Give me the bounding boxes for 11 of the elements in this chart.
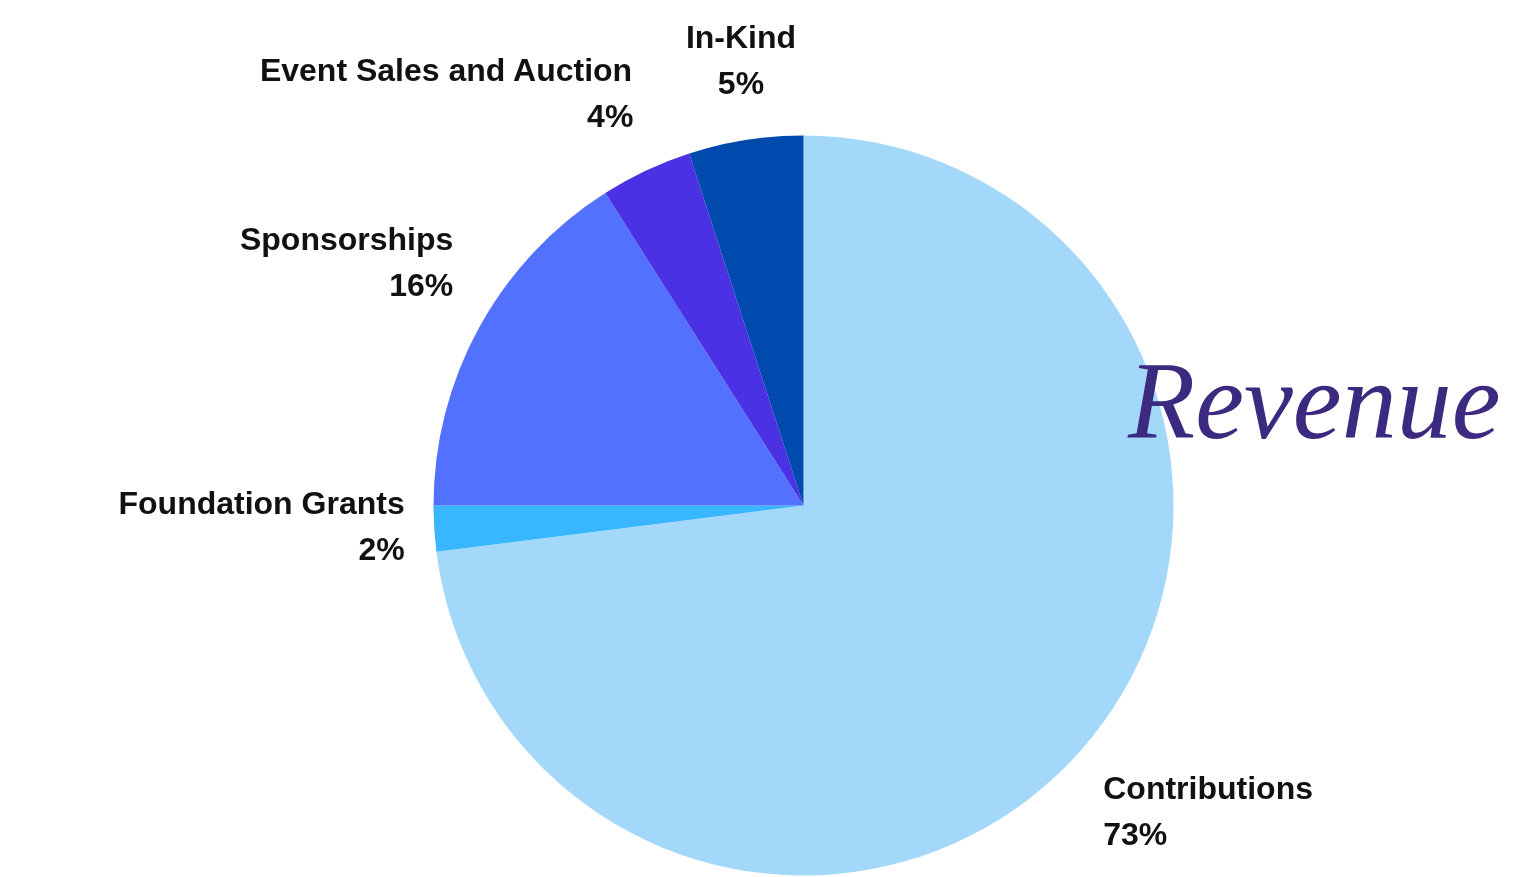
data-label: 16%	[389, 266, 454, 303]
data-label: 73%	[1103, 815, 1168, 852]
slice-label: Event Sales and Auction	[259, 51, 633, 88]
slice-label: Sponsorships	[239, 220, 454, 257]
data-label: 2%	[358, 530, 405, 567]
slice-label: Foundation Grants	[118, 484, 405, 521]
slice-label: In-Kind	[685, 18, 797, 55]
slice-label: Contributions	[1103, 769, 1313, 806]
data-label: 5%	[717, 64, 765, 101]
data-label: 4%	[587, 97, 634, 134]
text: Revenue	[1127, 339, 1501, 462]
